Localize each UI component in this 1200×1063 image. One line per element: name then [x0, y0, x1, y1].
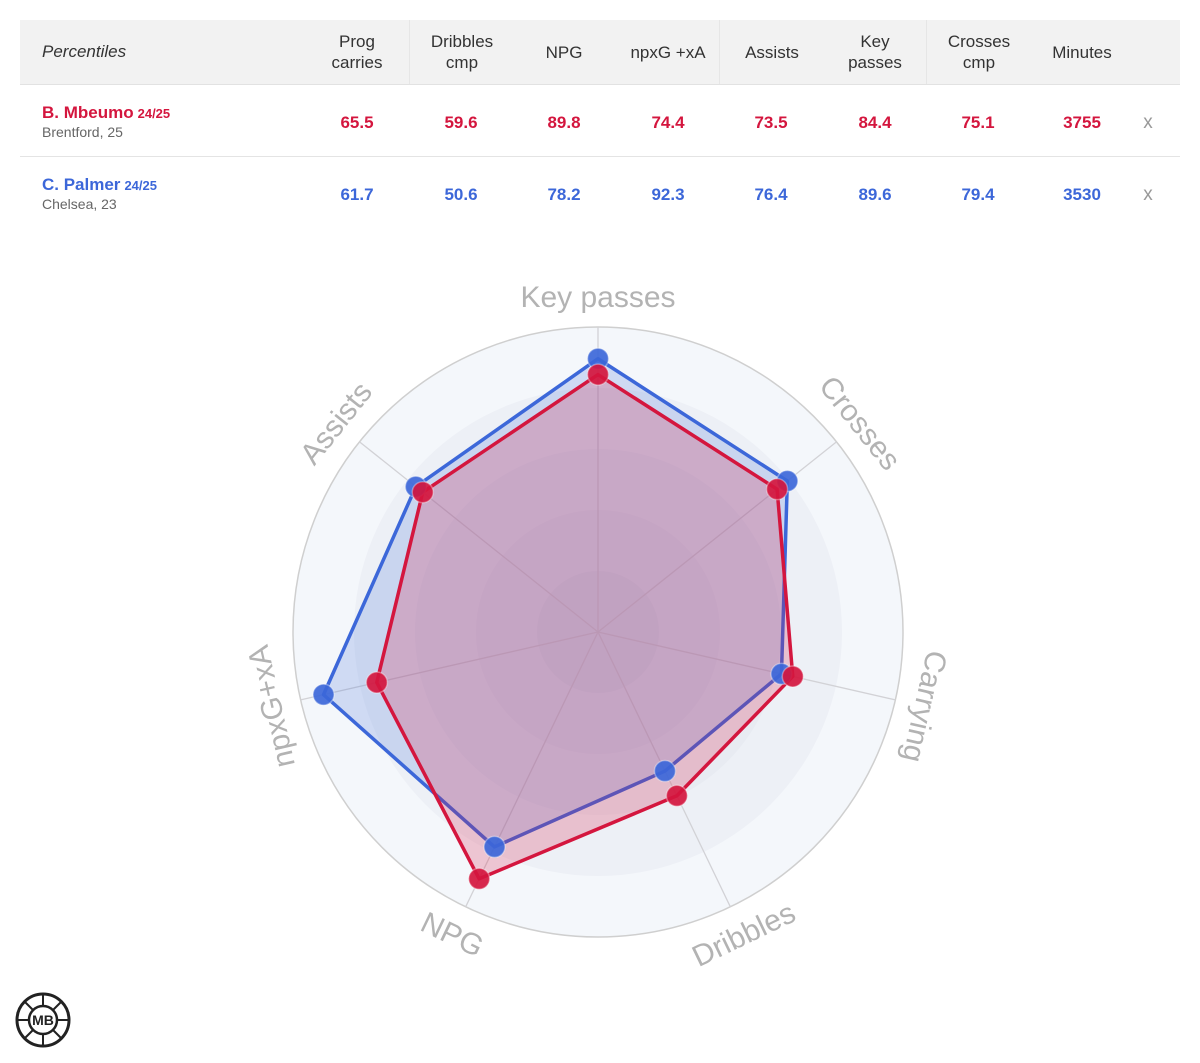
data-point-mbeumo[interactable] [781, 665, 805, 688]
axis-label: Carrying [895, 647, 952, 765]
stat-value: 65.5 [340, 112, 374, 132]
radar-spoke [300, 631, 599, 701]
column-header[interactable]: Prog carries [331, 32, 383, 72]
data-point-mbeumo[interactable] [765, 477, 789, 501]
axis-label: npxG+xA [242, 642, 302, 770]
data-point-palmer[interactable] [483, 835, 506, 859]
player-club: Chelsea, 23 [42, 196, 117, 212]
radar-spoke [465, 631, 599, 908]
stat-value: 78.2 [547, 184, 581, 204]
radar-spoke [359, 441, 599, 633]
stat-value: 79.4 [961, 184, 995, 204]
stat-value: 50.6 [444, 184, 478, 204]
column-header[interactable]: npxG +xA [630, 42, 706, 62]
series-area-mbeumo [375, 372, 795, 881]
player-row-palmer: C. Palmer 24/25 Chelsea, 23 x 61.7 50.6 78.… [20, 157, 1180, 228]
stat-value: 3530 [1063, 184, 1101, 204]
stat-value: 76.4 [754, 184, 788, 204]
stat-value: 3755 [1063, 112, 1101, 132]
player-row-mbeumo: B. Mbeumo 24/25 Brentford, 25 x 65.5 59.6 8… [20, 85, 1180, 157]
column-header[interactable]: Assists [719, 20, 824, 84]
stat-value: 61.7 [340, 184, 374, 204]
player-club: Brentford, 25 [42, 124, 123, 140]
data-point-mbeumo[interactable] [411, 480, 434, 504]
player-name: C. Palmer 24/25 [42, 175, 157, 194]
mb-logo: MB [15, 992, 71, 1048]
stat-value: 73.5 [754, 112, 788, 132]
remove-player-button[interactable]: x [1143, 183, 1153, 205]
axis-label: Key passes [520, 281, 675, 314]
table-header: Percentiles Prog carries Dribbles cmp NPG n… [20, 20, 1180, 85]
data-point-palmer[interactable] [653, 759, 677, 783]
stat-value: 89.6 [858, 184, 892, 204]
player-name: B. Mbeumo 24/25 [42, 103, 171, 122]
column-header[interactable]: Minutes [1052, 42, 1112, 62]
svg-text:MB: MB [32, 1012, 54, 1028]
column-header[interactable]: Dribbles cmp [409, 20, 514, 84]
radar-spoke [597, 631, 896, 701]
radar-spoke [597, 441, 837, 633]
data-point-palmer[interactable] [312, 683, 335, 706]
column-header[interactable]: Key passes [848, 32, 902, 72]
column-header[interactable]: Crosses cmp [926, 20, 1031, 84]
axis-label: NPG [416, 906, 489, 964]
header-label: Percentiles [42, 42, 127, 61]
stat-value: 89.8 [547, 112, 581, 132]
stat-value: 74.4 [651, 112, 685, 132]
data-point-mbeumo[interactable] [586, 363, 610, 386]
data-point-mbeumo[interactable] [365, 671, 389, 694]
stat-value: 92.3 [651, 184, 685, 204]
column-header[interactable]: NPG [545, 42, 583, 62]
data-point-mbeumo[interactable] [665, 784, 689, 808]
data-point-mbeumo[interactable] [467, 867, 491, 891]
percentiles-table: Percentiles Prog carries Dribbles cmp NPG n… [20, 20, 1180, 228]
stat-value: 75.1 [961, 112, 995, 132]
stat-value: 59.6 [444, 112, 478, 132]
stat-value: 84.4 [858, 112, 892, 132]
remove-player-button[interactable]: x [1143, 111, 1153, 133]
